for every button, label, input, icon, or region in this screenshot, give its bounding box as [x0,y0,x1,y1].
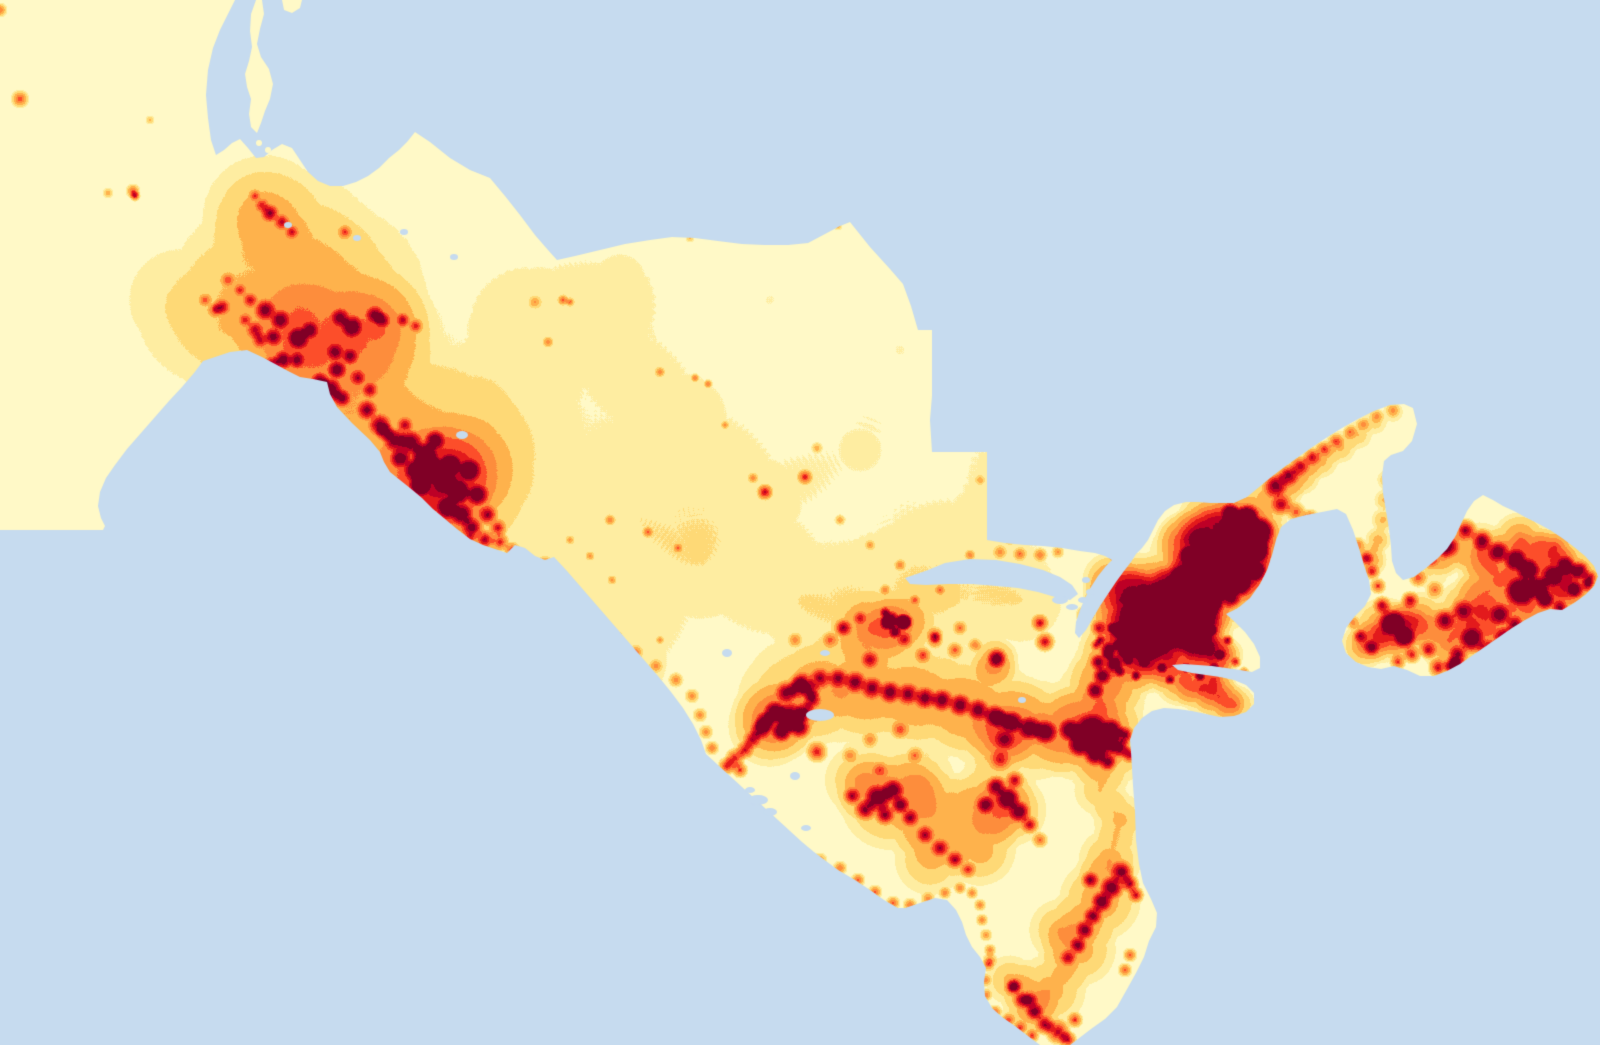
population-density-map-canvas [0,0,1600,1045]
map-stage [0,0,1600,1045]
